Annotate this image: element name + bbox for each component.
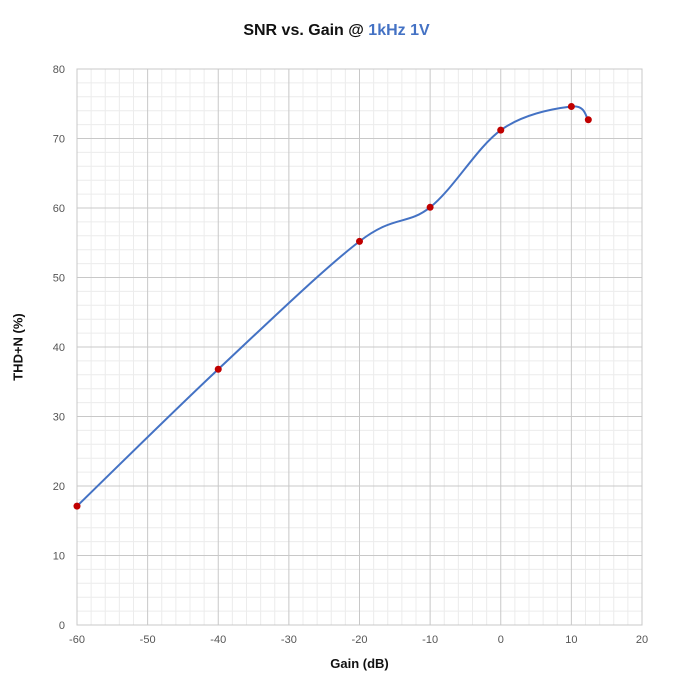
data-point-marker: [426, 203, 434, 211]
y-tick-label: 0: [59, 620, 65, 632]
data-point-marker: [214, 365, 222, 373]
x-tick-label: 20: [636, 634, 648, 646]
y-tick-label: 30: [53, 412, 65, 424]
x-tick-label: 0: [498, 634, 504, 646]
series-line: [76, 105, 590, 507]
y-tick-label: 50: [53, 273, 65, 285]
x-tick-label: -30: [281, 634, 297, 646]
data-point-marker: [497, 126, 505, 134]
x-axis-label: Gain (dB): [330, 656, 389, 671]
chart-title-main: SNR vs. Gain @: [243, 22, 369, 39]
chart-title-highlight: 1kHz 1V: [368, 22, 430, 39]
data-point-marker: [356, 237, 363, 245]
x-tick-label: -10: [422, 634, 438, 646]
y-tick-label: 10: [53, 551, 65, 563]
data-point-marker: [567, 103, 575, 111]
y-tick-label: 60: [53, 203, 65, 215]
x-tick-label: 10: [565, 634, 577, 646]
plot-area-frame: [76, 68, 643, 626]
data-point-marker: [584, 116, 592, 124]
data-point-marker: [73, 502, 81, 510]
y-axis-ticks: 0 10 20 30 40 50 60 70 80: [53, 64, 65, 632]
chart-title: SNR vs. Gain @ 1kHz 1V: [0, 22, 673, 40]
y-axis-label: THD+N (%): [11, 313, 26, 381]
series-markers: [73, 103, 592, 510]
y-tick-label: 70: [53, 134, 65, 146]
x-tick-label: -60: [69, 634, 85, 646]
y-tick-label: 20: [53, 481, 65, 493]
x-tick-label: -20: [352, 634, 368, 646]
x-tick-label: -50: [140, 634, 156, 646]
x-axis-ticks: -60 -50 -40 -30 -20 -10 0 10 20: [69, 634, 648, 646]
x-tick-label: -40: [210, 634, 226, 646]
y-tick-label: 40: [53, 342, 65, 354]
y-tick-label: 80: [53, 64, 65, 76]
